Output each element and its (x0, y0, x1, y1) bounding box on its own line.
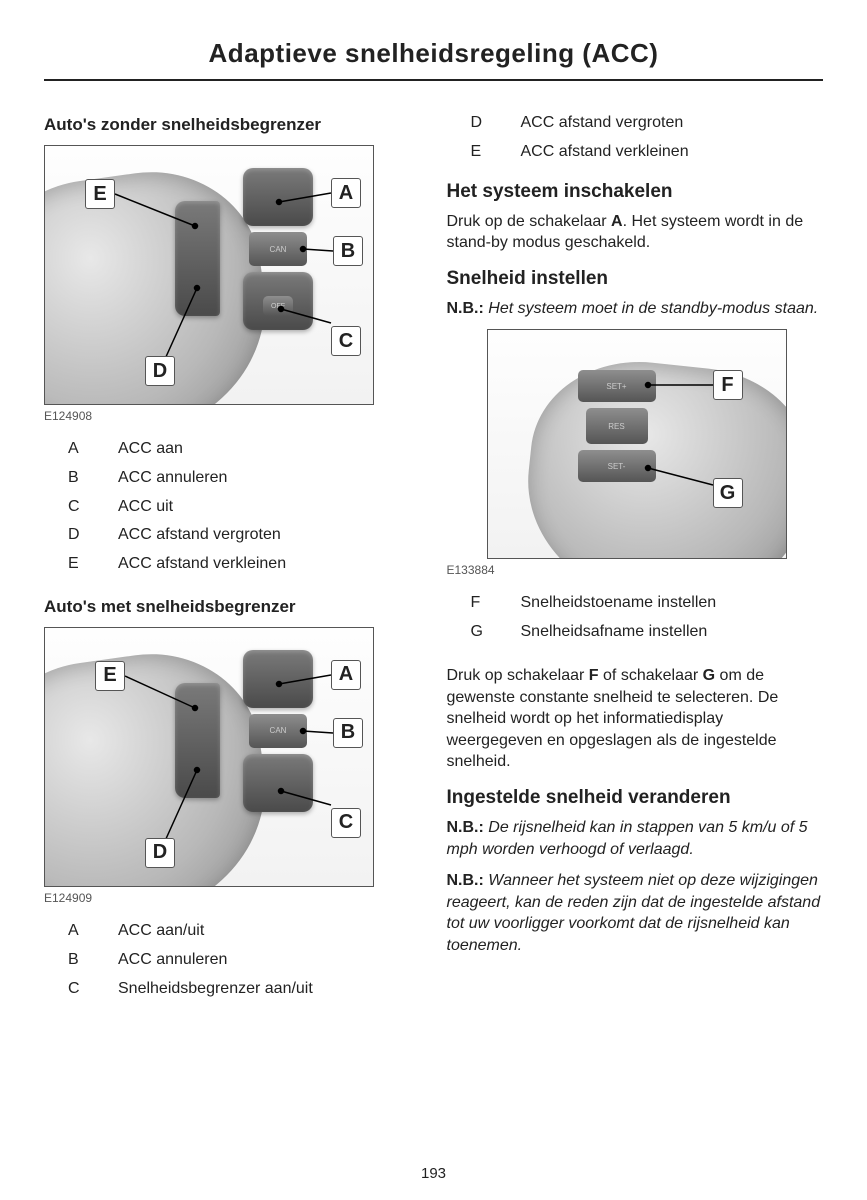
p-set-speed-desc: Druk op schakelaar F of schakelaar G om … (447, 665, 824, 773)
img1-code: E124908 (44, 409, 421, 423)
note-3: N.B.: Wanneer het systeem niet op deze w… (447, 870, 824, 956)
p-enable-system: Druk op de schakelaar A. Het systeem wor… (447, 211, 824, 254)
legend-3: FSnelheidstoename instellen GSnelheidsaf… (471, 589, 824, 647)
diagram-2: CAN E A B C D (44, 627, 374, 887)
label-A: A (331, 178, 361, 208)
label-E: E (85, 179, 115, 209)
label-A2: A (331, 660, 361, 690)
page-title: Adaptieve snelheidsregeling (ACC) (44, 38, 823, 81)
label-C2: C (331, 808, 361, 838)
diagram-1: CAN OFF E A B C D (44, 145, 374, 405)
left-column: Auto's zonder snelheidsbegrenzer CAN OFF… (44, 109, 421, 1021)
img2-code: E124909 (44, 891, 421, 905)
label-G: G (713, 478, 743, 508)
label-C: C (331, 326, 361, 356)
note-2: N.B.: De rijsnelheid kan in stappen van … (447, 817, 824, 860)
section2-heading: Auto's met snelheidsbegrenzer (44, 597, 421, 617)
h-enable-system: Het systeem inschakelen (447, 181, 824, 203)
label-D2: D (145, 838, 175, 868)
section1-heading: Auto's zonder snelheidsbegrenzer (44, 115, 421, 135)
img3-code: E133884 (447, 563, 824, 577)
label-B: B (333, 236, 363, 266)
label-B2: B (333, 718, 363, 748)
label-F: F (713, 370, 743, 400)
legend-1: AACC aan BACC annuleren CACC uit DACC af… (68, 435, 421, 579)
right-column: DACC afstand vergroten EACC afstand verk… (447, 109, 824, 1021)
label-E2: E (95, 661, 125, 691)
diagram-3: SET+ RES SET- F G (487, 329, 787, 559)
legend-2: AACC aan/uit BACC annuleren CSnelheidsbe… (68, 917, 421, 1003)
label-D: D (145, 356, 175, 386)
top-legend-right: DACC afstand vergroten EACC afstand verk… (471, 109, 824, 167)
h-set-speed: Snelheid instellen (447, 268, 824, 290)
page-number: 193 (0, 1165, 867, 1182)
note-1: N.B.: Het systeem moet in de standby-mod… (447, 298, 824, 320)
h-change-speed: Ingestelde snelheid veranderen (447, 787, 824, 809)
